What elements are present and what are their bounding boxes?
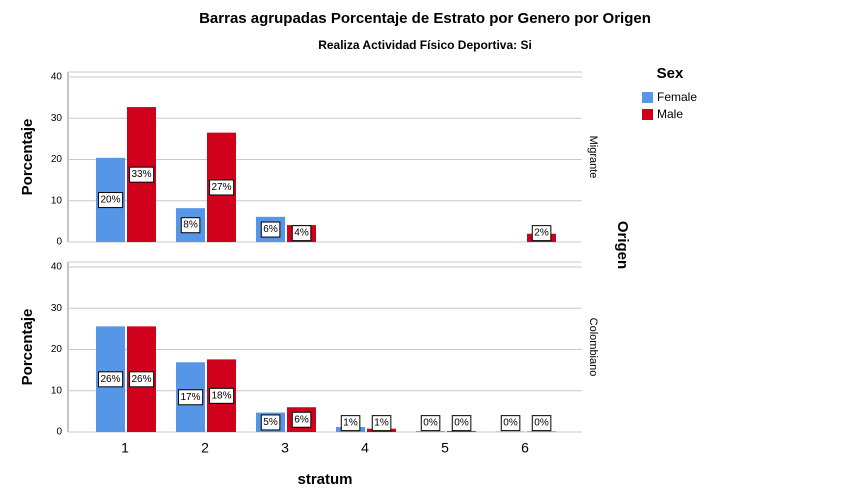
value-label-box xyxy=(97,371,124,388)
x-tick-label: 6 xyxy=(521,440,529,456)
y-tick-label: 30 xyxy=(51,303,63,314)
value-label-box xyxy=(260,414,281,431)
value-label-box xyxy=(291,225,312,242)
x-tick-label: 5 xyxy=(441,440,449,456)
x-tick-label: 1 xyxy=(121,440,129,456)
bar xyxy=(416,431,445,432)
value-label: 20% xyxy=(100,195,120,206)
y-tick-label: 10 xyxy=(51,195,63,206)
value-label: 4% xyxy=(294,228,309,239)
value-label: 17% xyxy=(180,392,200,403)
legend-swatch xyxy=(642,92,653,103)
value-label: 8% xyxy=(183,220,198,231)
value-label-box xyxy=(340,415,361,432)
value-label-box xyxy=(208,387,235,404)
legend-label: Male xyxy=(657,107,683,121)
value-label-box xyxy=(500,415,521,432)
value-label: 27% xyxy=(211,182,231,193)
bar xyxy=(447,431,476,432)
value-label-box xyxy=(531,415,552,432)
legend-swatch xyxy=(642,109,653,120)
value-label-box xyxy=(128,371,155,388)
panel-label: Colombiano xyxy=(587,318,599,377)
value-label: 6% xyxy=(263,224,278,235)
value-label: 1% xyxy=(343,418,358,429)
value-label-box xyxy=(128,166,155,183)
value-label: 2% xyxy=(534,228,549,239)
value-label-box xyxy=(420,415,441,432)
x-axis-label: stratum xyxy=(297,471,352,488)
x-tick-label: 3 xyxy=(281,440,289,456)
y-axis-label: Porcentaje xyxy=(19,119,36,196)
value-label: 6% xyxy=(294,414,309,425)
panel-label: Migrante xyxy=(587,136,599,179)
value-label: 0% xyxy=(423,418,438,429)
x-tick-label: 4 xyxy=(361,440,369,456)
value-label: 26% xyxy=(131,374,151,385)
y-tick-label: 10 xyxy=(51,385,63,396)
y-tick-label: 20 xyxy=(51,154,63,165)
y-tick-label: 0 xyxy=(56,237,62,248)
value-label: 33% xyxy=(131,169,151,180)
value-label-box xyxy=(260,221,281,238)
value-label-box xyxy=(180,217,201,234)
legend-label: Female xyxy=(657,90,697,104)
value-label-box xyxy=(451,415,472,432)
facet-label: Origen xyxy=(614,221,631,269)
y-tick-label: 40 xyxy=(51,262,63,273)
y-tick-label: 0 xyxy=(56,427,62,438)
value-label: 1% xyxy=(374,418,389,429)
legend-title: Sex xyxy=(657,65,684,82)
y-tick-label: 30 xyxy=(51,113,63,124)
value-label-box xyxy=(177,389,204,406)
y-axis-label: Porcentaje xyxy=(19,309,36,386)
value-label-box xyxy=(291,411,312,428)
value-label: 18% xyxy=(211,390,231,401)
value-label: 0% xyxy=(503,418,518,429)
y-tick-label: 20 xyxy=(51,344,63,355)
value-label-box xyxy=(208,179,235,196)
chart-title: Barras agrupadas Porcentaje de Estrato p… xyxy=(199,10,651,27)
value-label-box xyxy=(371,415,392,432)
value-label: 0% xyxy=(454,418,469,429)
y-tick-label: 40 xyxy=(51,72,63,83)
value-label: 0% xyxy=(534,418,549,429)
value-label: 5% xyxy=(263,417,278,428)
chart-subtitle: Realiza Actividad Físico Deportiva: Si xyxy=(318,38,532,52)
x-tick-label: 2 xyxy=(201,440,209,456)
value-label-box xyxy=(531,225,552,242)
value-label: 26% xyxy=(100,374,120,385)
value-label-box xyxy=(97,192,124,209)
